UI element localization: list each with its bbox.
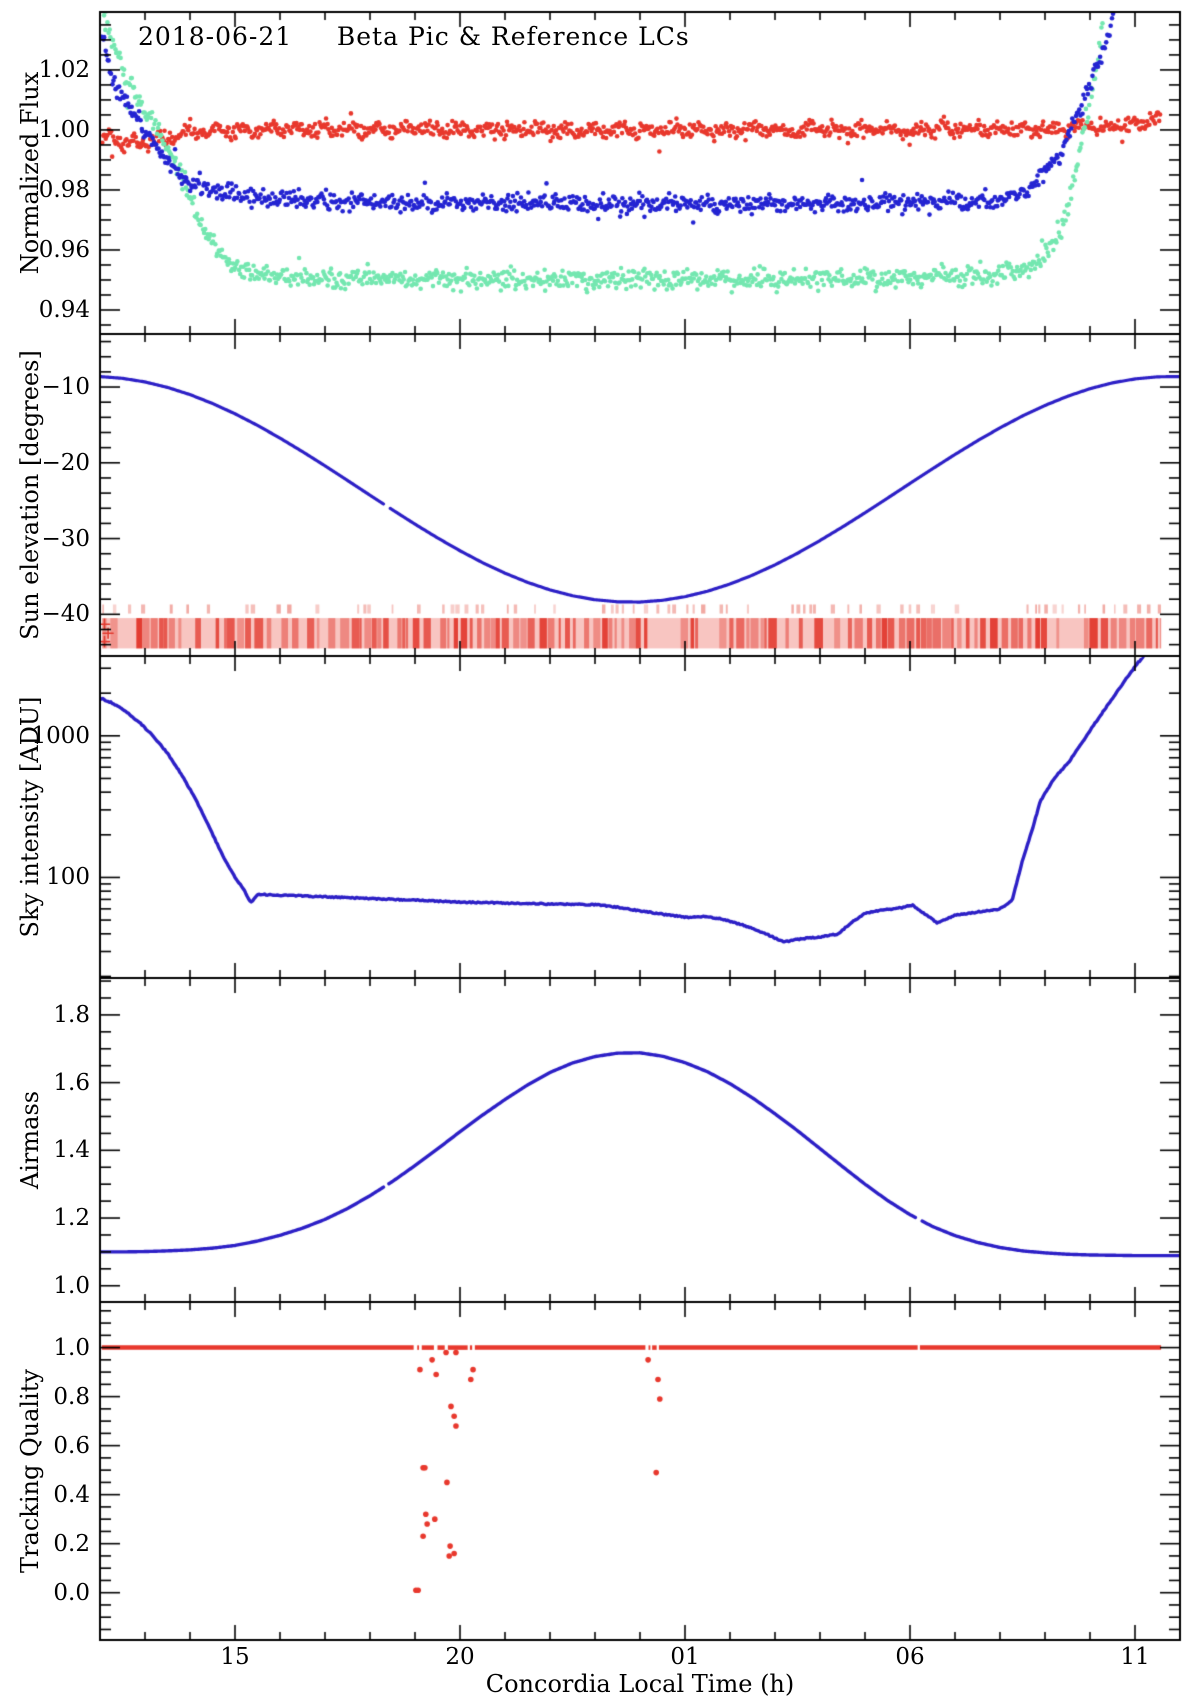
y-tick-label: 1.0 bbox=[53, 1334, 90, 1361]
y-tick-label: 0.4 bbox=[53, 1481, 90, 1508]
y-axis-label-tracking-quality: Tracking Quality bbox=[16, 1369, 44, 1573]
plot-title: 2018-06-21 Beta Pic & Reference LCs bbox=[138, 22, 690, 51]
y-tick-label: −10 bbox=[41, 374, 90, 401]
y-axis-label-sun-elevation: Sun elevation [degrees] bbox=[16, 350, 44, 640]
y-tick-label: 0.96 bbox=[38, 236, 90, 263]
y-tick-label: 0.0 bbox=[53, 1579, 90, 1606]
y-tick-label: 1.02 bbox=[38, 56, 90, 83]
x-tick-label: 11 bbox=[1120, 1644, 1150, 1670]
y-tick-label: −20 bbox=[41, 449, 90, 476]
y-tick-label: 1.8 bbox=[53, 1001, 90, 1028]
x-tick-label: 20 bbox=[445, 1644, 475, 1670]
x-axis-label: Concordia Local Time (h) bbox=[485, 1670, 795, 1698]
x-tick-label: 15 bbox=[220, 1644, 250, 1670]
y-tick-label: 1.00 bbox=[38, 116, 90, 143]
y-tick-label: −30 bbox=[41, 525, 90, 552]
y-tick-label: 1.6 bbox=[53, 1069, 90, 1096]
y-tick-label: 0.98 bbox=[38, 176, 90, 203]
y-tick-label: 1.0 bbox=[53, 1272, 90, 1299]
x-tick-label: 06 bbox=[895, 1644, 925, 1670]
y-tick-label: 0.2 bbox=[53, 1530, 90, 1557]
x-tick-label: 01 bbox=[670, 1644, 700, 1670]
y-axis-label-airmass: Airmass bbox=[16, 1090, 44, 1190]
y-tick-label: 100 bbox=[46, 864, 90, 891]
y-tick-label: 1.2 bbox=[53, 1205, 90, 1232]
y-tick-label: 0.94 bbox=[38, 296, 90, 323]
y-tick-label: 0.8 bbox=[53, 1383, 90, 1410]
y-tick-label: 1000 bbox=[31, 722, 90, 749]
y-tick-label: 0.6 bbox=[53, 1432, 90, 1459]
y-tick-label: −40 bbox=[41, 601, 90, 628]
y-tick-label: 1.4 bbox=[53, 1137, 90, 1164]
